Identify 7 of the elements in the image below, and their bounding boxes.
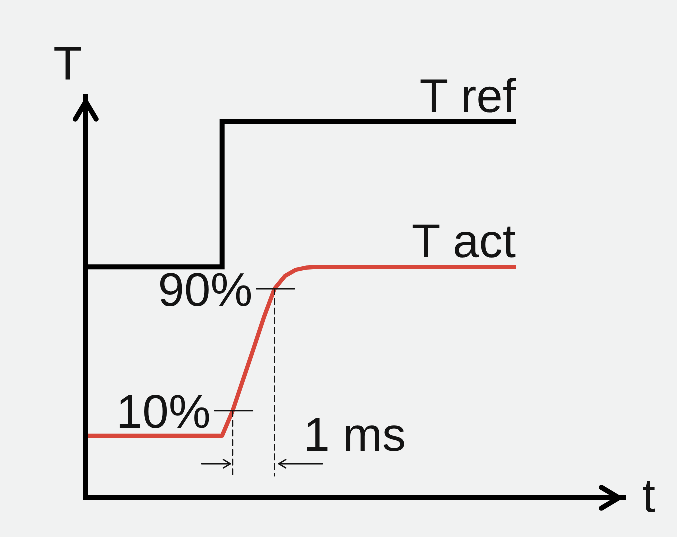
annotation: 1 ms (307, 418, 404, 452)
series-label: T ref (420, 78, 516, 113)
x-axis-title: t (643, 481, 656, 512)
annotation: 90% (160, 273, 252, 307)
annotation: 10% (120, 395, 210, 428)
y-axis-title: T (54, 47, 82, 80)
series-label: T act (412, 224, 516, 258)
